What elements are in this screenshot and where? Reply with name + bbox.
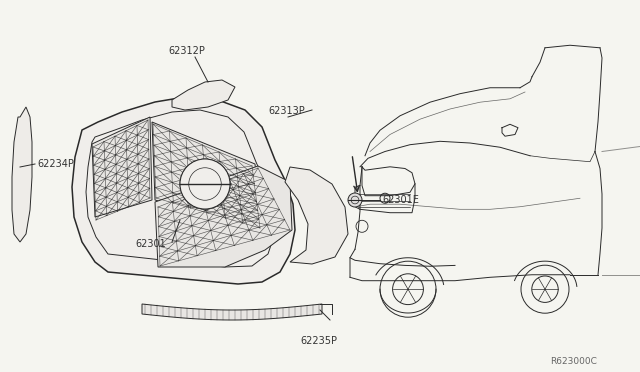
Circle shape (348, 193, 362, 207)
Text: 62313P: 62313P (268, 106, 305, 116)
Polygon shape (155, 166, 292, 267)
Polygon shape (12, 107, 32, 242)
Polygon shape (92, 117, 152, 217)
Text: R623000C: R623000C (550, 357, 597, 366)
Polygon shape (152, 122, 262, 230)
Polygon shape (172, 80, 235, 110)
Polygon shape (72, 97, 295, 284)
Polygon shape (285, 167, 348, 264)
Circle shape (180, 159, 230, 209)
Text: 62234P: 62234P (37, 159, 74, 169)
Text: 62312P: 62312P (168, 46, 205, 56)
Polygon shape (142, 304, 322, 320)
Text: 62301E: 62301E (382, 195, 419, 205)
Text: 62235P: 62235P (300, 336, 337, 346)
Text: 62301: 62301 (135, 239, 166, 249)
